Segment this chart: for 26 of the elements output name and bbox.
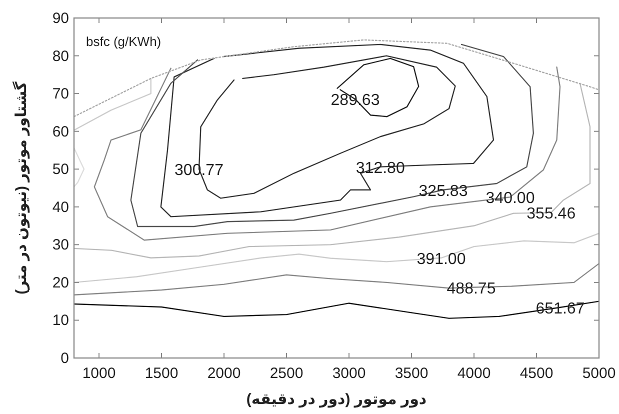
x-axis-title: دور موتور (دور در دقیقه) [246, 391, 427, 408]
annotation: bsfc (g/KWh) [86, 34, 162, 49]
y-tick-label: 80 [52, 48, 69, 65]
x-tick-label: 5000 [582, 365, 616, 382]
annotation: 340.00 [486, 190, 535, 208]
annotation: 355.46 [526, 206, 576, 223]
y-tick-label: 10 [52, 312, 69, 330]
x-tick-label: 3000 [332, 365, 366, 382]
annotation: 488.75 [446, 280, 496, 298]
y-axis-title: گشتاور موتور (نیوتون در متر) [12, 81, 30, 294]
x-tick-label: 4000 [457, 365, 491, 382]
x-tick-label: 3500 [394, 365, 428, 382]
x-tick-label: 2000 [207, 365, 241, 382]
y-tick-label: 40 [52, 198, 69, 216]
y-tick-label: 30 [52, 236, 69, 254]
x-tick-label: 2500 [270, 365, 304, 382]
annotation: 391.00 [416, 250, 466, 268]
y-tick-label: 20 [52, 274, 69, 292]
x-tick-label: 1000 [82, 365, 116, 382]
y-tick-label: 70 [52, 86, 69, 103]
x-tick-label: 4500 [520, 365, 554, 382]
y-tick-label: 90 [52, 10, 69, 27]
x-tick-label: 1500 [144, 365, 178, 382]
y-tick-label: 0 [60, 350, 69, 367]
y-tick-label: 50 [52, 161, 69, 178]
y-tick-label: 60 [52, 123, 69, 140]
